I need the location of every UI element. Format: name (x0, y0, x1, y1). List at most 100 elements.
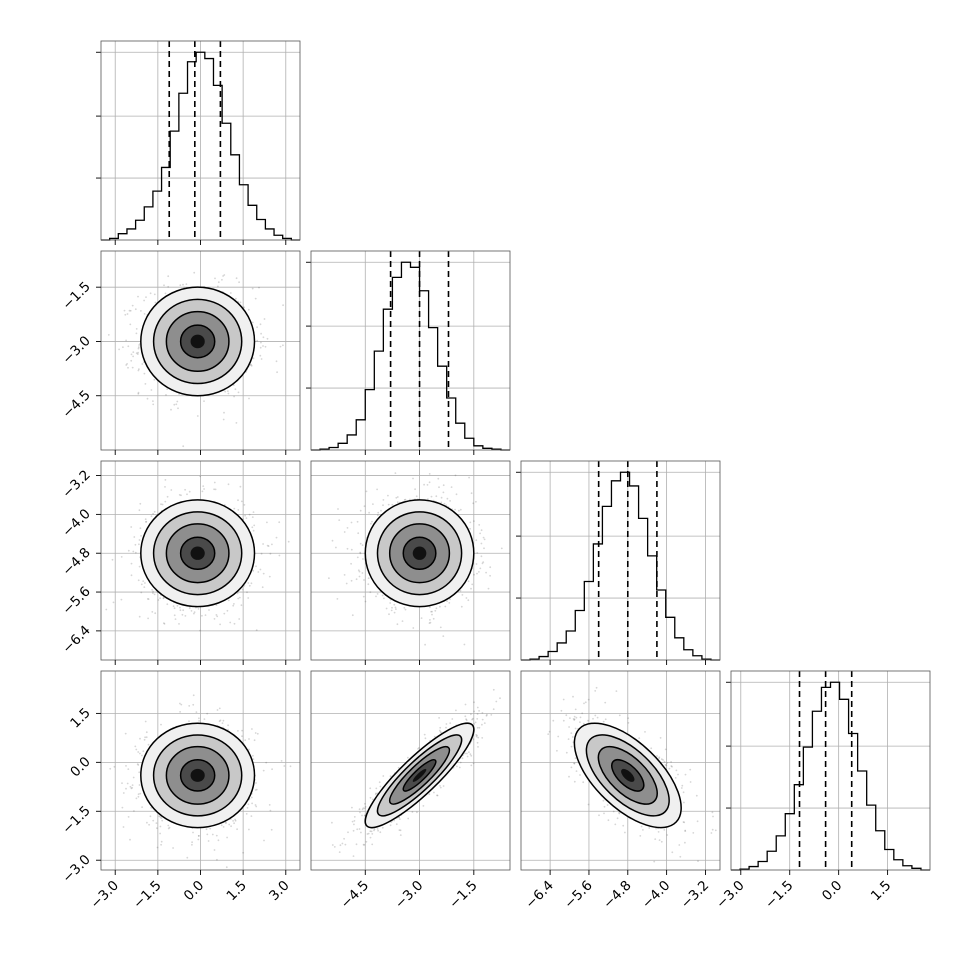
sample-point (113, 765, 116, 768)
sample-point (177, 407, 179, 410)
sample-point (475, 563, 478, 565)
sample-point (251, 321, 254, 324)
sample-point (388, 613, 390, 616)
sample-point (160, 503, 162, 506)
sample-point (132, 550, 135, 553)
sample-point (173, 403, 176, 406)
sample-point (428, 481, 431, 484)
sample-point (434, 609, 437, 612)
sample-point (135, 352, 138, 355)
sample-point (233, 395, 236, 398)
sample-point (266, 521, 268, 524)
sample-point (188, 705, 191, 707)
sample-point (241, 588, 244, 591)
sample-point (219, 623, 222, 626)
sample-point (337, 508, 339, 510)
sample-point (118, 348, 120, 351)
sample-point (191, 843, 193, 846)
sample-point (162, 597, 165, 600)
sample-point (346, 547, 349, 550)
sample-point (262, 572, 265, 575)
sample-point (361, 544, 364, 547)
sample-point (289, 765, 292, 768)
sample-point (479, 567, 482, 570)
sample-point (470, 764, 473, 767)
sample-point (236, 828, 239, 831)
sample-point (430, 610, 432, 613)
sample-point (263, 318, 266, 320)
sample-point (331, 539, 334, 542)
sample-point (442, 785, 445, 787)
sample-point (109, 767, 112, 770)
sample-point (140, 535, 143, 537)
sample-point (343, 574, 346, 576)
sample-point (126, 313, 129, 315)
sample-point (358, 575, 361, 578)
sample-point (372, 503, 374, 505)
sample-point (213, 481, 216, 484)
sample-point (140, 583, 143, 586)
sample-point (435, 607, 438, 610)
sample-point (254, 789, 257, 791)
sample-point (369, 591, 372, 594)
sample-point (229, 292, 232, 294)
sample-point (222, 826, 225, 828)
sample-point (235, 422, 238, 424)
sample-point (199, 475, 202, 478)
sample-point (201, 490, 204, 493)
sample-point (480, 555, 483, 558)
sample-point (211, 833, 214, 836)
sample-point (217, 281, 220, 284)
sample-point (131, 366, 134, 369)
pair-panel-2-0 (96, 460, 301, 665)
sample-point (155, 822, 158, 824)
sample-point (362, 558, 364, 560)
sample-point (450, 486, 453, 488)
sample-point (198, 717, 200, 720)
sample-point (237, 509, 240, 511)
sample-point (196, 415, 199, 417)
sample-point (439, 730, 442, 733)
sample-point (131, 304, 134, 307)
sample-point (163, 623, 166, 625)
sample-point (476, 713, 479, 715)
histogram-step-2 (521, 471, 720, 661)
sample-point (476, 734, 478, 737)
sample-point (389, 824, 392, 827)
sample-point (130, 574, 133, 577)
sample-point (242, 851, 245, 854)
sample-point (248, 828, 250, 831)
sample-point (134, 308, 137, 311)
sample-point (164, 479, 167, 481)
sample-point (276, 371, 278, 374)
sample-point (346, 527, 349, 529)
sample-point (130, 353, 133, 356)
sample-point (395, 496, 398, 499)
sample-point (258, 286, 260, 289)
sample-point (179, 609, 182, 612)
sample-point (218, 707, 221, 710)
sample-point (188, 607, 191, 610)
sample-point (156, 827, 158, 830)
sample-point (122, 826, 125, 828)
sample-point (175, 403, 178, 406)
sample-point (140, 310, 142, 312)
sample-point (205, 828, 208, 831)
sample-point (259, 323, 262, 326)
sample-point (407, 756, 409, 759)
sample-point (390, 821, 393, 823)
sample-point (470, 587, 472, 590)
sample-point (448, 602, 451, 604)
sample-point (438, 486, 440, 489)
sample-point (245, 517, 248, 519)
sample-point (143, 299, 146, 302)
sample-point (260, 358, 263, 360)
sample-point (238, 618, 241, 620)
sample-point (139, 737, 141, 740)
sample-point (387, 494, 389, 497)
sample-point (438, 717, 440, 719)
sample-point (359, 551, 362, 554)
sample-point (428, 473, 431, 475)
sample-point (149, 292, 152, 295)
